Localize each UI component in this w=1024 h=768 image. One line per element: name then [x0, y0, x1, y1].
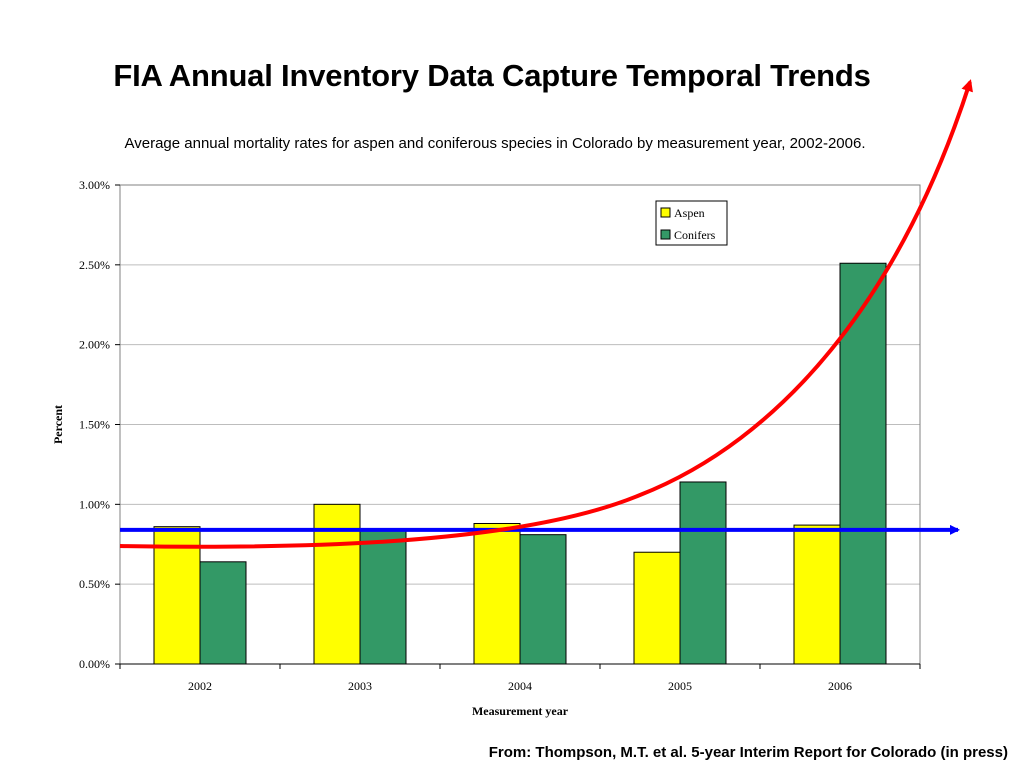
- x-tick-label: 2006: [828, 679, 852, 693]
- x-axis-title: Measurement year: [472, 704, 569, 718]
- legend-label-aspen: Aspen: [674, 206, 705, 220]
- bar-conifers-2002: [199, 561, 247, 665]
- legend-swatch-aspen: [660, 207, 671, 218]
- axes: 0.00% 0.50% 1.00% 1.50% 2.00% 2.50% 3.00% 2002 2…: [51, 178, 921, 718]
- bar-aspen-2002: [153, 526, 201, 665]
- red-trend-arrow: [119, 79, 973, 549]
- legend: Aspen Conifers: [655, 200, 728, 246]
- x-tick-label: 2005: [668, 679, 692, 693]
- bar-aspen-2005: [633, 551, 681, 665]
- x-tick-label: 2004: [508, 679, 532, 693]
- bar-conifers-2005: [679, 481, 727, 665]
- x-tick-label: 2003: [348, 679, 372, 693]
- bar-aspen-2006: [793, 524, 841, 665]
- y-tick-label: 0.50%: [79, 577, 110, 591]
- y-tick-label: 2.00%: [79, 338, 110, 352]
- y-tick-label: 0.00%: [79, 657, 110, 671]
- bar-conifers-2003: [359, 529, 407, 665]
- chart-title: Average annual mortality rates for aspen…: [124, 135, 866, 152]
- y-tick-label: 2.50%: [79, 258, 110, 272]
- y-axis-title: Percent: [51, 405, 65, 444]
- trend-annotations: [119, 79, 973, 549]
- y-tick-label: 3.00%: [79, 178, 110, 192]
- legend-label-conifers: Conifers: [674, 228, 716, 242]
- bars: [153, 262, 887, 665]
- source-citation: From: Thompson, M.T. et al. 5-year Inter…: [488, 744, 1008, 761]
- y-tick-label: 1.50%: [79, 418, 110, 432]
- bar-aspen-2004: [473, 522, 521, 665]
- bar-conifers-2006: [839, 262, 887, 665]
- x-tick-label: 2002: [188, 679, 212, 693]
- slide-title: FIA Annual Inventory Data Capture Tempor…: [113, 58, 871, 93]
- legend-swatch-conifers: [660, 229, 671, 240]
- bar-conifers-2004: [519, 534, 567, 665]
- y-tick-label: 1.00%: [79, 497, 110, 511]
